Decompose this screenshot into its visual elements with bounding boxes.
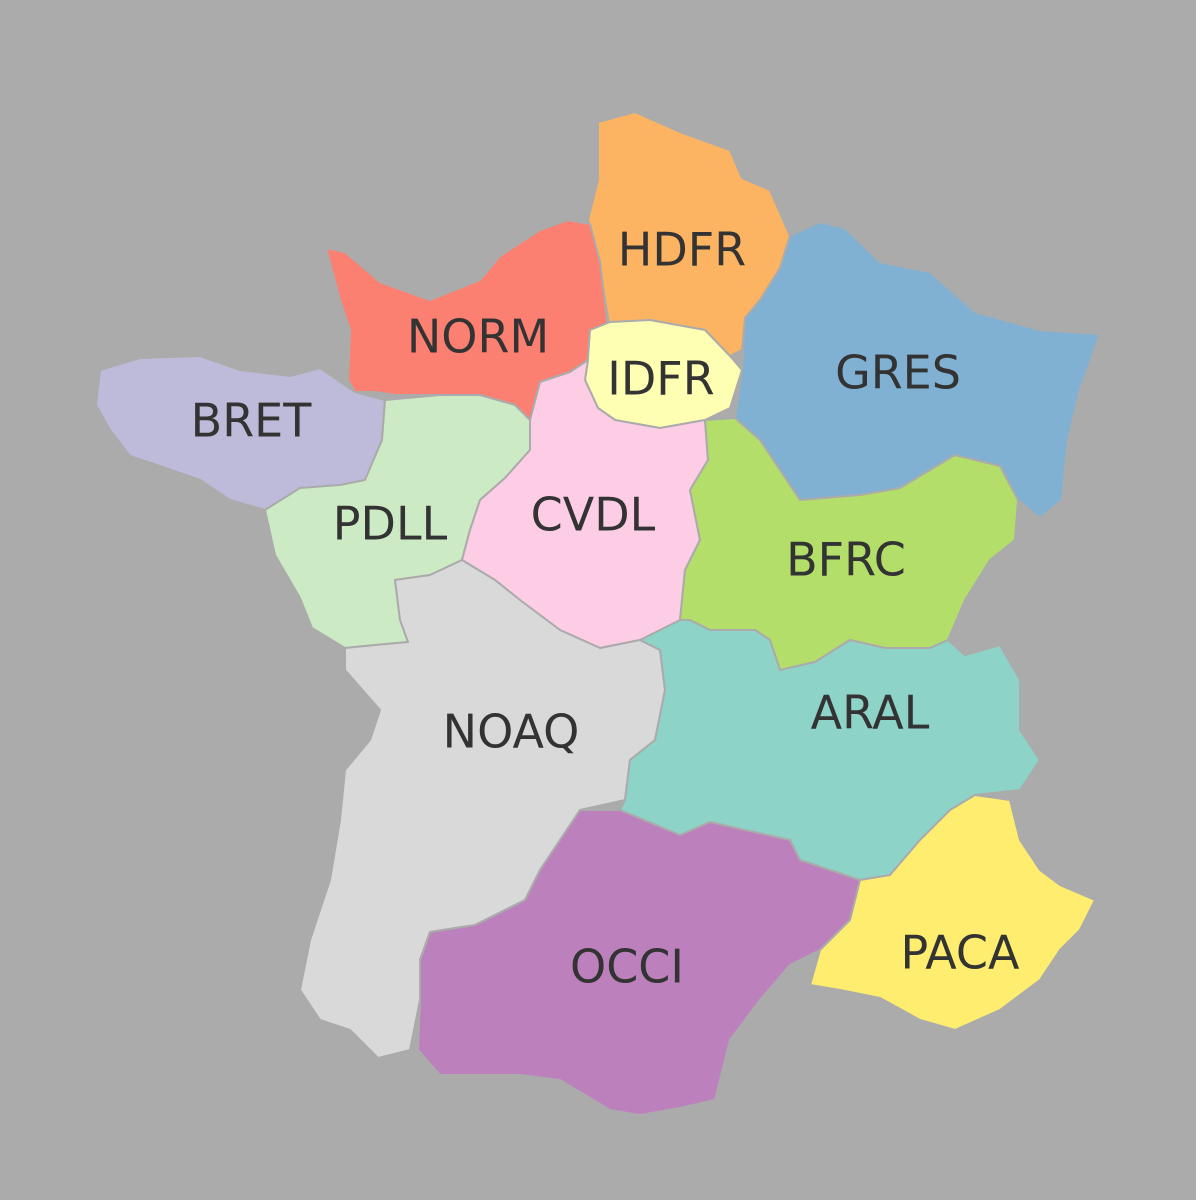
- label-bfrc: BFRC: [786, 533, 906, 587]
- region-aral[interactable]: [619, 619, 1041, 881]
- label-pdll: PDLL: [333, 497, 448, 551]
- label-aral: ARAL: [811, 686, 930, 740]
- label-hdfr: HDFR: [618, 223, 746, 277]
- label-noaq: NOAQ: [443, 705, 580, 759]
- label-cvdl: CVDL: [531, 488, 656, 542]
- label-idfr: IDFR: [607, 352, 714, 406]
- label-norm: NORM: [407, 310, 549, 364]
- label-gres: GRES: [835, 346, 961, 400]
- region-occi[interactable]: [417, 809, 861, 1116]
- label-paca: PACA: [900, 926, 1020, 980]
- region-paca[interactable]: [809, 794, 1096, 1031]
- label-occi: OCCI: [570, 940, 684, 994]
- label-bret: BRET: [191, 394, 313, 448]
